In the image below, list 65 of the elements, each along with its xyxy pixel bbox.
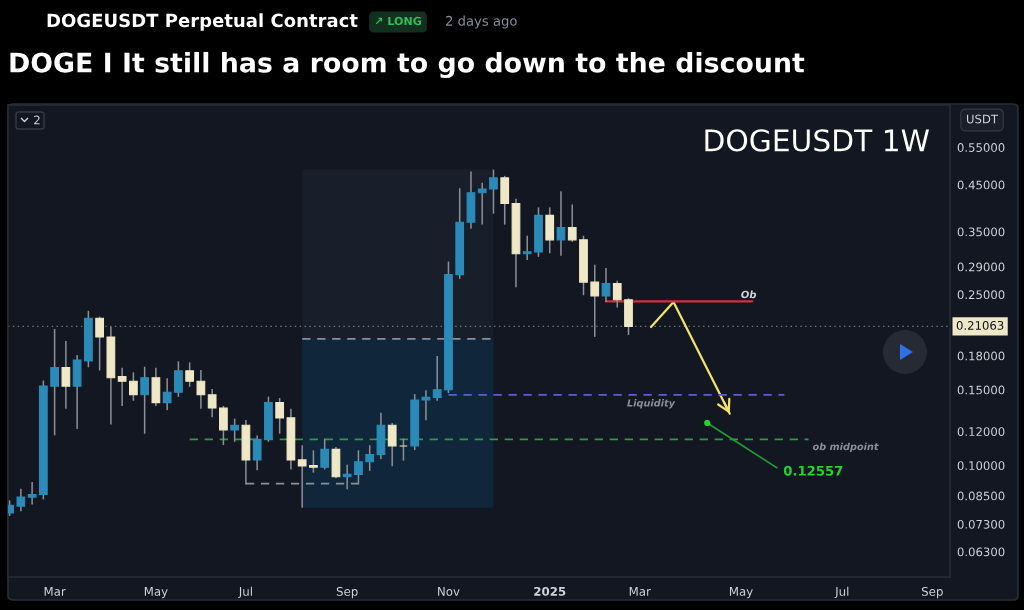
candlestick [567, 204, 577, 242]
y-tick-label: 0.10000 [957, 461, 1005, 471]
candlestick [140, 366, 150, 434]
candlestick [129, 372, 138, 401]
candlestick [489, 169, 498, 214]
candlestick [477, 182, 487, 225]
candlestick [432, 356, 442, 401]
y-axis-title: USDT [966, 114, 999, 124]
chart-subtitle: DOGEUSDT Perpetual Contract [47, 13, 358, 31]
x-tick-label: Jul [834, 586, 849, 599]
x-tick-label: Mar [629, 587, 651, 596]
x-tick-label: Sep [336, 586, 358, 599]
x-tick-label: May [144, 587, 168, 599]
candlestick [601, 267, 611, 303]
y-tick-label: 0.45000 [957, 180, 1005, 190]
candlestick [27, 482, 37, 505]
y-tick-label: 0.25000 [957, 290, 1005, 300]
text: 2 days ago [445, 15, 517, 29]
candlestick [320, 438, 330, 470]
candlestick [275, 397, 285, 434]
x-tick-label: 2025 [534, 586, 566, 596]
y-tick-label: 0.35000 [957, 227, 1005, 237]
candlestick [387, 423, 397, 467]
ref-line-label: 0.21063 [956, 320, 1004, 330]
candlestick [117, 367, 127, 407]
annotation: 2 [34, 115, 40, 125]
candlestick [219, 405, 228, 446]
x-tick-label: May [729, 587, 753, 599]
candlestick [207, 389, 217, 418]
candlestick [61, 341, 71, 409]
candlestick [522, 235, 532, 260]
x-tick-label: Mar [44, 587, 66, 596]
annotation: Ob [741, 290, 757, 299]
candlestick [162, 378, 172, 411]
annotation: 0.12557 [783, 465, 843, 476]
y-tick-label: 0.07300 [957, 519, 1005, 529]
y-tick-label: 0.55000 [957, 143, 1005, 152]
y-tick-label: 0.06300 [957, 547, 1005, 557]
annotation: DOGEUSDT 1W [705, 129, 930, 152]
candlestick [590, 264, 600, 337]
candlestick [365, 445, 375, 471]
y-tick-label: 0.18000 [957, 351, 1005, 361]
candlestick [196, 370, 206, 409]
candlestick [612, 280, 622, 308]
y-tick-label: 0.15000 [957, 385, 1005, 395]
y-tick-label: 0.12000 [957, 427, 1005, 437]
x-tick-label: Jul [238, 586, 252, 599]
x-tick-label: Nov [438, 587, 460, 596]
chart-title: DOGE I It still has a room to go down to the discount [10, 51, 805, 79]
candlestick [174, 361, 183, 397]
candlestick [252, 435, 262, 471]
candlestick [95, 316, 105, 371]
text: ↗ LONG [375, 16, 422, 26]
candlestick [50, 328, 59, 436]
candlestick [421, 390, 431, 421]
annotation: ob midpoint [812, 442, 879, 453]
y-tick-label: 0.29000 [957, 262, 1005, 272]
candlestick [16, 488, 26, 512]
y-tick-label: 0.08500 [957, 491, 1005, 501]
x-tick-label: Sep [921, 586, 943, 599]
annotation: Liquidity [627, 399, 676, 409]
candlestick [185, 362, 195, 387]
candlestick [297, 445, 307, 508]
candlestick [230, 418, 240, 442]
candlestick [309, 450, 318, 473]
